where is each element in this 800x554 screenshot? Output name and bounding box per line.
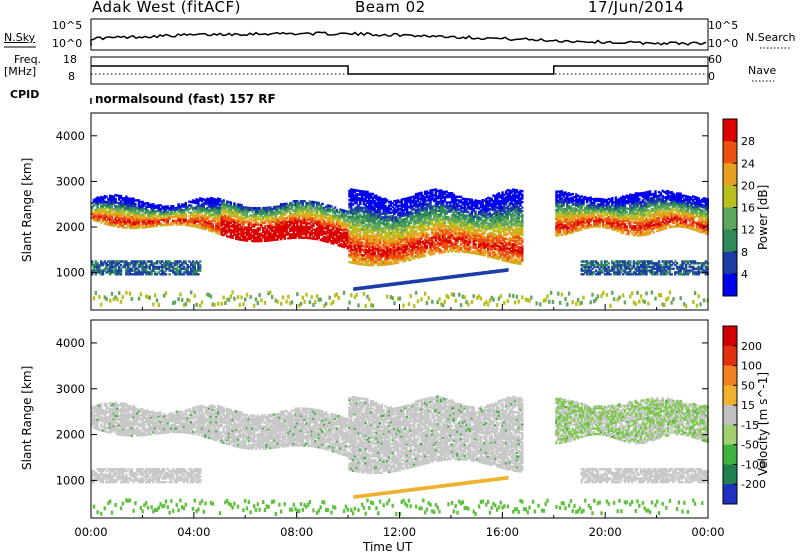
power-ytick-label: 1000 — [56, 266, 85, 280]
power-colorbar-segment — [723, 163, 737, 186]
power-colorbar-segment — [723, 251, 737, 275]
freq-trace — [91, 65, 708, 75]
time-tick-label: 16:00 — [486, 525, 519, 539]
time-tick-label: 20:00 — [589, 525, 622, 539]
power-colorbar-label: 4 — [741, 268, 748, 281]
power-colorbar-label: 8 — [741, 246, 748, 259]
power-ytick-label: 2000 — [56, 220, 85, 234]
velocity-colorbar-label: Velocity [m s^-1] — [756, 371, 770, 476]
power-colorbar-segment — [723, 207, 737, 231]
velocity-colorbar-label: 200 — [741, 340, 762, 353]
nsky-tick-bottom: 10^0 — [52, 37, 83, 50]
velocity-colorbar: 200 100 50 15 -15 -50 -100 -200 — [722, 325, 766, 505]
velocity-colorbar-segment — [723, 444, 737, 465]
power-colorbar-segment — [723, 119, 737, 142]
power-panel: 1000 2000 3000 4000 — [56, 112, 709, 311]
power-colorbar-label: 28 — [741, 135, 755, 148]
velocity-colorbar-segment — [723, 464, 737, 485]
cpid-value: normalsound (fast) 157 RF — [95, 92, 276, 106]
velocity-colorbar-frame — [722, 325, 738, 505]
nsky-tick-top: 10^5 — [52, 19, 83, 32]
velocity-colorbar-segment — [723, 484, 737, 505]
velocity-colorbar-label: 50 — [741, 379, 755, 392]
date-title: 17/Jun/2014 — [588, 0, 685, 16]
freq-tick-top: 18 — [63, 53, 77, 66]
velocity-colorbar-label: 100 — [741, 360, 762, 373]
power-ytick-label: 4000 — [56, 129, 85, 143]
time-xlabel: Time UT — [363, 540, 413, 554]
velocity-colorbar-label: -100 — [741, 458, 766, 471]
cpid-label: CPID — [10, 88, 40, 101]
nsearch-tick-bottom: 10^0 — [708, 37, 739, 50]
nave-tick-top: 60 — [708, 53, 722, 66]
power-colorbar: 4 8 12 16 20 24 28 — [722, 118, 755, 297]
beam-title: Beam 02 — [355, 0, 426, 16]
time-axis: 00:00 04:00 08:00 12:00 16:00 20:00 00:00 — [74, 525, 724, 539]
power-pixels — [91, 188, 709, 309]
station-title: Adak West (fitACF) — [92, 0, 241, 16]
time-tick-label: 04:00 — [177, 525, 210, 539]
velocity-colorbar-segment — [723, 424, 737, 446]
velocity-ytick-label: 4000 — [56, 336, 85, 350]
power-colorbar-label: 24 — [741, 157, 755, 170]
velocity-colorbar-label: -15 — [741, 419, 759, 432]
power-colorbar-label: 12 — [741, 224, 755, 237]
velocity-ylabel: Slant Range [km] — [20, 365, 34, 470]
nsearch-tick-top: 10^5 — [708, 19, 739, 32]
freq-unit: [MHz] — [4, 65, 37, 78]
power-colorbar-segment — [723, 273, 737, 297]
time-tick-label: 12:00 — [383, 525, 416, 539]
nsky-label: N.Sky — [4, 31, 36, 44]
power-colorbar-segment — [723, 229, 737, 253]
power-colorbar-label: 16 — [741, 202, 755, 215]
velocity-colorbar-segment — [723, 345, 737, 367]
nave-tick-bottom: 0 — [708, 70, 715, 83]
power-colorbar-label: Power [dB] — [756, 184, 770, 250]
velocity-colorbar-label: -50 — [741, 439, 759, 452]
velocity-colorbar-label: 15 — [741, 399, 755, 412]
time-tick-label: 00:00 — [691, 525, 724, 539]
power-colorbar-segment — [723, 141, 737, 164]
power-colorbar-label: 20 — [741, 179, 755, 192]
velocity-pixels — [91, 395, 709, 516]
velocity-colorbar-segment — [723, 365, 737, 386]
freq-label: Freq. — [14, 53, 42, 66]
time-tick-label: 08:00 — [280, 525, 313, 539]
velocity-colorbar-label: -200 — [741, 478, 766, 491]
nsearch-label: N.Search — [746, 31, 796, 44]
velocity-panel: 1000 2000 3000 4000 — [56, 319, 709, 519]
velocity-colorbar-segment — [723, 385, 737, 406]
velocity-ytick-label: 3000 — [56, 382, 85, 396]
velocity-colorbar-segment — [723, 405, 737, 426]
power-ylabel: Slant Range [km] — [20, 157, 34, 262]
freq-tick-bottom: 8 — [68, 70, 75, 83]
nsky-trace — [90, 31, 707, 46]
velocity-colorbar-segment — [723, 326, 737, 347]
nave-label: Nave — [748, 64, 777, 77]
nsky-frame — [90, 18, 709, 51]
velocity-ytick-label: 1000 — [56, 473, 85, 487]
freq-frame — [90, 56, 709, 85]
strip-panels — [4, 18, 790, 104]
power-colorbar-segment — [723, 185, 737, 208]
time-tick-label: 00:00 — [74, 525, 107, 539]
velocity-ytick-label: 2000 — [56, 428, 85, 442]
power-ytick-label: 3000 — [56, 174, 85, 188]
